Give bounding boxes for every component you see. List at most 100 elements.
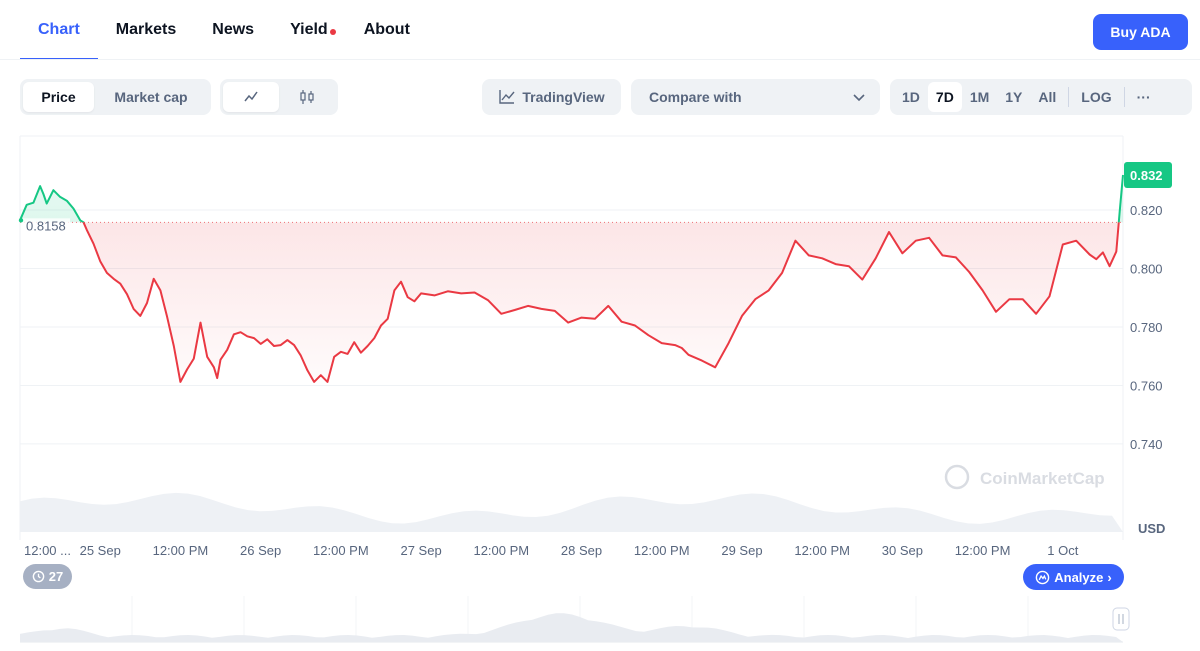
data-point <box>768 289 770 291</box>
data-point <box>413 300 415 302</box>
tab-chart-label: Chart <box>38 21 80 38</box>
tab-chart[interactable]: Chart <box>20 0 98 60</box>
data-point <box>353 341 355 343</box>
data-point <box>152 278 154 280</box>
x-tick-label: 12:00 PM <box>153 543 209 558</box>
data-point <box>527 305 529 307</box>
data-point <box>727 342 729 344</box>
data-point <box>59 196 61 198</box>
data-point <box>821 257 823 259</box>
data-point <box>233 333 235 335</box>
start-dot <box>18 218 24 223</box>
price-chart[interactable]: 0.740 0.760 0.780 0.800 0.820 USD CoinMarketCa… <box>0 130 1200 651</box>
data-point <box>42 193 44 195</box>
data-point <box>386 318 388 320</box>
y-tick-label: 0.820 <box>1130 203 1163 218</box>
log-scale-toggle[interactable]: LOG <box>1073 82 1119 112</box>
marketcap-option[interactable]: Market cap <box>94 82 208 112</box>
tab-about-label: About <box>363 21 410 38</box>
line-chart-icon <box>244 91 258 102</box>
data-point <box>126 293 128 295</box>
price-option-label: Price <box>41 89 76 105</box>
data-point <box>634 324 636 326</box>
range-1m-label: 1M <box>969 89 990 105</box>
tab-markets[interactable]: Markets <box>98 0 194 60</box>
data-point <box>808 254 810 256</box>
data-point <box>193 357 195 359</box>
data-point <box>380 324 382 326</box>
tradingview-button[interactable]: TradingView <box>482 79 621 115</box>
x-tick-label: 27 Sep <box>400 543 441 558</box>
data-point <box>400 280 402 282</box>
marketcap-option-label: Market cap <box>114 89 188 105</box>
metric-toggle: Price Market cap <box>20 79 211 115</box>
top-nav: Chart Markets News Yield About <box>20 0 428 60</box>
range-1d[interactable]: 1D <box>894 82 928 112</box>
data-point <box>594 318 596 320</box>
compare-with-select[interactable]: Compare with <box>631 79 880 115</box>
buy-ada-button[interactable]: Buy ADA <box>1093 14 1188 50</box>
data-point <box>326 381 328 383</box>
log-scale-label: LOG <box>1081 89 1112 105</box>
range-1m[interactable]: 1M <box>962 82 997 112</box>
watermark-logo-icon <box>944 464 970 490</box>
baseline-label-bg <box>22 218 70 235</box>
compare-with-label: Compare with <box>649 89 742 105</box>
more-options-button[interactable]: ··· <box>1129 82 1159 112</box>
analyze-button[interactable]: Analyze › <box>1023 564 1124 590</box>
more-options-icon: ··· <box>1136 89 1151 105</box>
tab-news-label: News <box>212 21 255 38</box>
data-point <box>513 309 515 311</box>
data-point <box>112 278 114 280</box>
data-point <box>661 342 663 344</box>
data-point <box>373 337 375 339</box>
data-point <box>861 278 863 280</box>
data-point <box>487 299 489 301</box>
history-clock-icon <box>32 570 45 583</box>
tab-about[interactable]: About <box>346 0 428 60</box>
data-point <box>72 207 74 209</box>
navigator-handle <box>1112 607 1130 631</box>
data-point <box>1022 298 1024 300</box>
data-point <box>293 344 295 346</box>
analyze-label: Analyze <box>1054 569 1104 585</box>
data-point <box>159 289 161 291</box>
x-tick-label: 12:00 PM <box>634 543 690 558</box>
data-point <box>674 344 676 346</box>
data-point <box>447 290 449 292</box>
data-point <box>119 283 121 285</box>
data-point <box>313 381 315 383</box>
data-point <box>1075 240 1077 242</box>
data-point <box>273 345 275 347</box>
data-point <box>253 337 255 339</box>
tab-news[interactable]: News <box>194 0 272 60</box>
line-chart-option[interactable] <box>223 82 279 112</box>
data-point <box>794 240 796 242</box>
data-point <box>132 308 134 310</box>
data-point <box>420 292 422 294</box>
y-tick-label: 0.760 <box>1130 378 1163 393</box>
price-option[interactable]: Price <box>23 82 94 112</box>
range-7d-label: 7D <box>935 89 954 105</box>
data-point <box>460 292 462 294</box>
data-point <box>213 366 215 368</box>
range-1y[interactable]: 1Y <box>997 82 1030 112</box>
range-separator <box>1068 87 1070 107</box>
chart-type-toggle <box>220 79 338 115</box>
chevron-down-icon <box>853 94 865 102</box>
data-point <box>1118 210 1120 212</box>
tab-yield[interactable]: Yield <box>272 0 346 60</box>
data-point <box>52 189 54 191</box>
data-point <box>915 240 917 242</box>
data-point <box>66 199 68 201</box>
candlestick-icon <box>300 90 314 104</box>
range-7d[interactable]: 7D <box>927 82 962 112</box>
current-price-badge <box>1124 161 1172 188</box>
x-tick-label: 12:00 PM <box>473 543 529 558</box>
range-all[interactable]: All <box>1030 82 1064 112</box>
data-point <box>1088 253 1090 255</box>
history-badge[interactable]: 27 <box>23 564 72 589</box>
data-point <box>701 359 703 361</box>
data-point <box>146 302 148 304</box>
candle-chart-option[interactable] <box>279 82 335 112</box>
